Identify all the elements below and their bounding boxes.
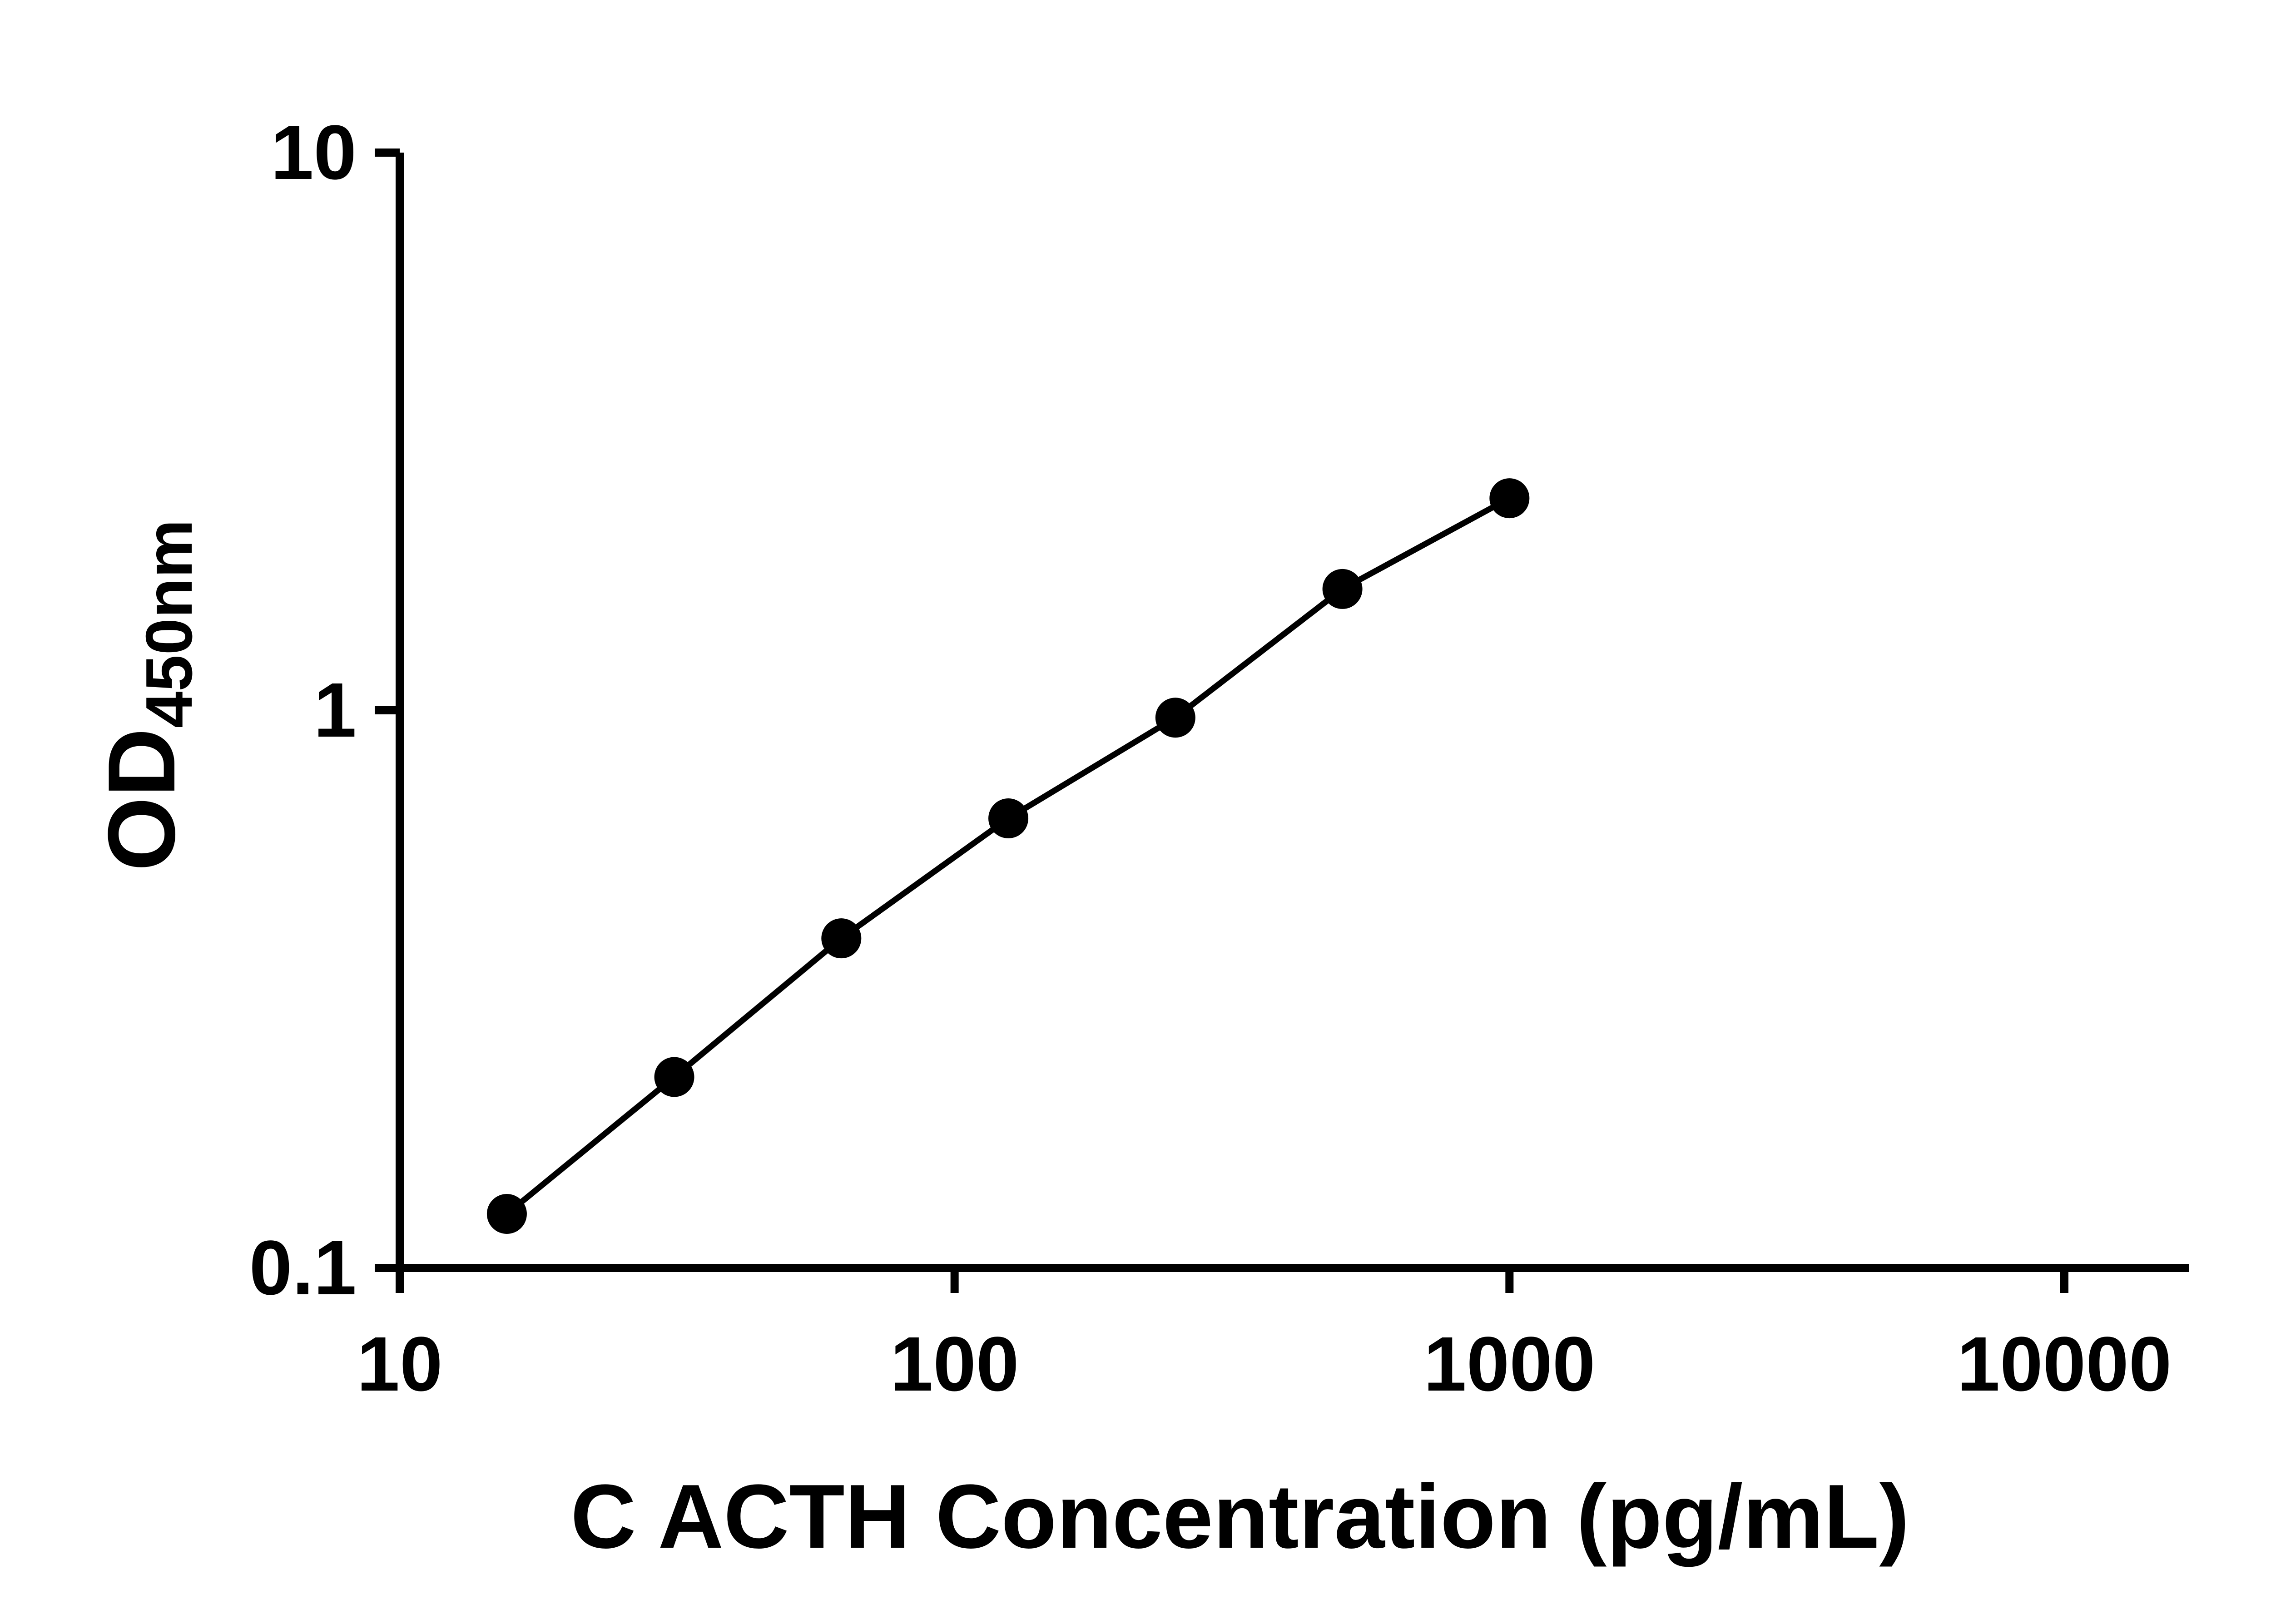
x-tick-label: 1000 [1423, 1321, 1595, 1407]
data-point-marker [654, 1057, 694, 1097]
y-tick-label: 1 [313, 667, 357, 753]
y-tick-label: 10 [271, 109, 357, 196]
y-axis-title-main: OD [88, 728, 195, 871]
standard-curve-line [505, 495, 1511, 1217]
y-axis-title: OD450nm [88, 520, 206, 871]
x-axis-title: C ACTH Concentration (pg/mL) [570, 1466, 1909, 1567]
data-point-marker [988, 798, 1029, 839]
data-point-marker [1322, 569, 1363, 609]
data-point-marker [486, 1193, 527, 1234]
data-point-marker [1155, 698, 1195, 738]
x-tick-label: 10000 [1957, 1321, 2172, 1407]
y-tick-label: 0.1 [249, 1225, 357, 1311]
data-point-marker [821, 918, 862, 959]
y-axis-title-subscript: 450nm [132, 519, 206, 728]
x-tick-label: 100 [890, 1321, 1019, 1407]
x-tick-label: 10 [357, 1321, 442, 1407]
data-point-marker [1489, 478, 1530, 519]
